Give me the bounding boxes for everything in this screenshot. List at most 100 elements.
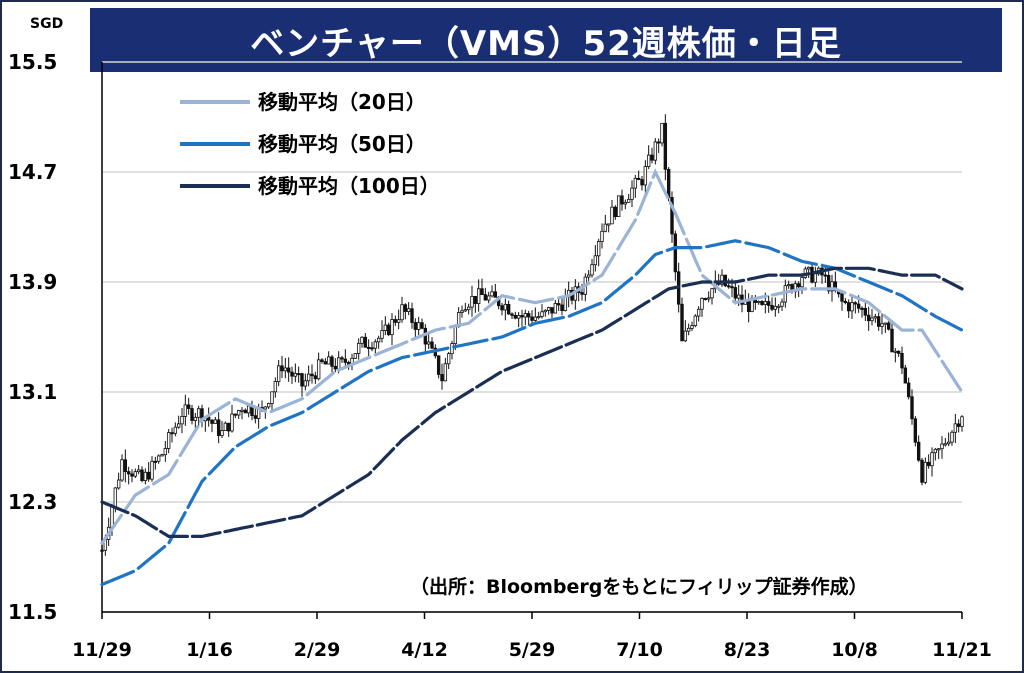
candle-body <box>860 307 864 310</box>
candle-body <box>630 187 634 200</box>
x-tick-label: 5/29 <box>509 639 556 661</box>
x-tick-label: 11/29 <box>72 639 132 661</box>
candle-body <box>556 303 561 306</box>
candle-body <box>143 471 148 481</box>
candle-body <box>870 317 874 322</box>
candle-body <box>460 310 464 313</box>
candle-body <box>543 309 548 313</box>
candle-body <box>586 274 591 278</box>
candle-body <box>153 460 158 463</box>
candle-body <box>916 441 921 461</box>
candle-body <box>306 373 311 382</box>
candle-body <box>826 274 831 292</box>
candle-body <box>310 373 314 377</box>
y-tick-label: 14.7 <box>8 160 57 184</box>
candle-body <box>910 396 914 420</box>
candle-body <box>173 426 178 434</box>
y-tick-label: 13.1 <box>8 380 57 404</box>
ma-line-2 <box>100 239 964 587</box>
y-tick-label: 15.5 <box>8 50 57 74</box>
candle-body <box>140 469 144 481</box>
candle-body <box>166 432 171 449</box>
candle-body <box>376 337 381 343</box>
candle-body <box>766 301 771 306</box>
y-tick-label: 12.3 <box>8 490 57 514</box>
y-tick-label: 13.9 <box>8 270 57 294</box>
candle-body <box>116 479 121 489</box>
candle-body <box>896 350 901 354</box>
candle-body <box>806 266 811 270</box>
candle-body <box>533 316 538 321</box>
candle-body <box>880 323 884 327</box>
candle-body <box>890 328 894 353</box>
candle-body <box>520 315 524 318</box>
candle-body <box>133 471 138 477</box>
candle-body <box>246 405 251 414</box>
candle-body <box>643 166 648 186</box>
candle-body <box>296 373 301 376</box>
candle-body <box>390 319 394 336</box>
candle-body <box>110 506 114 528</box>
ma-line-3 <box>100 266 964 538</box>
candle-body <box>156 455 161 462</box>
candle-body <box>403 304 408 312</box>
candle-body <box>506 303 511 315</box>
candle-body <box>503 303 508 311</box>
candle-body <box>383 324 388 332</box>
candle-body <box>563 296 568 311</box>
candle-body <box>616 195 621 218</box>
candle-body <box>340 357 344 360</box>
candle-body <box>356 342 361 354</box>
candle-body <box>843 300 848 304</box>
candle-body <box>280 365 284 372</box>
candle-body <box>120 459 124 481</box>
candle-body <box>866 314 871 322</box>
candle-body <box>606 223 611 226</box>
candle-body <box>386 324 391 336</box>
candle-body <box>670 197 674 235</box>
candle-body <box>453 326 458 344</box>
candle-body <box>426 341 431 345</box>
candle-body <box>690 325 694 329</box>
candle-body <box>236 410 241 416</box>
x-tick-label: 1/16 <box>186 639 233 661</box>
candle-body <box>596 241 601 257</box>
candle-body <box>316 359 321 380</box>
candle-body <box>813 273 818 283</box>
candle-body <box>123 459 128 473</box>
candle-body <box>136 469 141 473</box>
candle-body <box>956 423 961 427</box>
candle-body <box>673 233 678 273</box>
candle-body <box>603 223 608 232</box>
candle-body <box>480 288 484 295</box>
candle-body <box>373 341 378 349</box>
candle-body <box>940 443 944 450</box>
candle-body <box>926 461 931 467</box>
candle-body <box>410 308 414 323</box>
candle-body <box>686 327 691 332</box>
candle-body <box>900 352 904 369</box>
x-axis: 11/29 1/16 2/29 4/12 5/29 7/10 8/23 10/8 11/21 <box>72 611 992 661</box>
candle-body <box>406 308 411 312</box>
candle-body <box>516 315 521 319</box>
candle-body <box>523 313 528 318</box>
candle-body <box>780 301 784 307</box>
candle-body <box>730 286 734 289</box>
candle-body <box>366 346 371 349</box>
candle-body <box>483 294 488 301</box>
candle-body <box>213 419 218 424</box>
candle-body <box>693 315 698 327</box>
y-tick-label: 11.5 <box>8 600 57 624</box>
candle-body <box>610 206 614 225</box>
candle-body <box>226 422 231 432</box>
candle-body <box>903 367 908 384</box>
candle-body <box>920 459 924 483</box>
candle-body <box>733 287 738 299</box>
candle-body <box>773 305 778 310</box>
candle-body <box>380 330 384 339</box>
candle-body <box>400 304 404 321</box>
candle-body <box>746 299 751 312</box>
candle-body <box>540 311 544 317</box>
candle-body <box>176 423 181 428</box>
candle-body <box>936 448 941 451</box>
